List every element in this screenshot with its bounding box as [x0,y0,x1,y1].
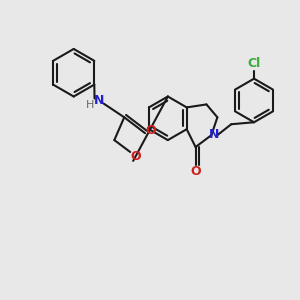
Text: O: O [146,124,156,137]
Text: Cl: Cl [248,57,261,70]
Text: O: O [190,165,201,178]
Text: O: O [131,150,141,164]
Text: N: N [209,128,220,141]
Text: H: H [86,100,95,110]
Text: N: N [94,94,105,107]
